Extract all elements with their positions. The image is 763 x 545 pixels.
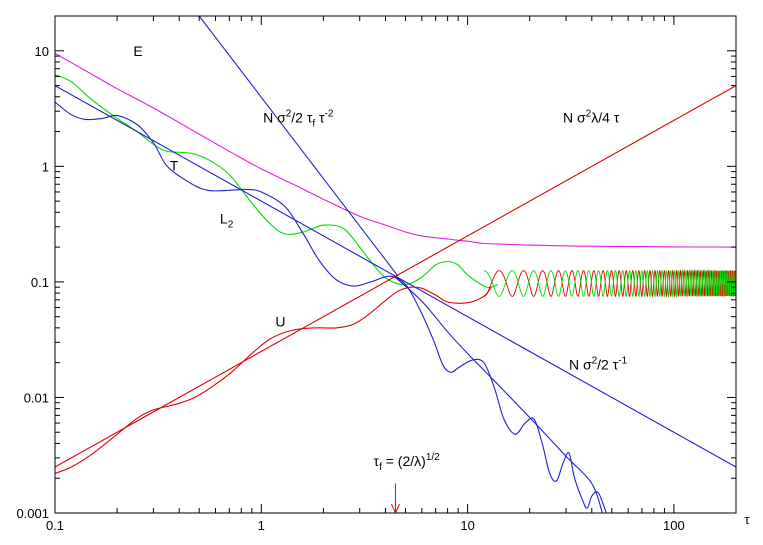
x-tick-label: 0.1 xyxy=(46,518,64,533)
labels-layer: E T L2 U N σ2/2 τf τ-2 N σ2λ/4 τ N σ2/2 τ-1 τf … xyxy=(133,43,628,515)
curves-layer xyxy=(55,16,736,513)
x-axis-label: τ xyxy=(744,512,750,527)
x-tick-label: 10 xyxy=(460,518,474,533)
tau-f-arrow-head xyxy=(391,503,400,515)
y-tick-label: 0.001 xyxy=(16,506,49,521)
series-asym-l2-tail-line xyxy=(393,275,603,513)
x-tick-label: 1 xyxy=(258,518,265,533)
label-tau-f: τf = (2/λ)1/2 xyxy=(374,452,441,473)
label-u: U xyxy=(275,314,285,330)
y-tick-label: 0.01 xyxy=(24,390,49,405)
oscillation-u-line xyxy=(483,268,736,299)
label-tau-inv: N σ2/2 τ-1 xyxy=(569,355,628,372)
label-tau-lin: N σ2λ/4 τ xyxy=(563,108,620,125)
y-tick-label: 10 xyxy=(35,44,49,59)
oscillation-t-line xyxy=(483,269,736,299)
y-tick-label: 0.1 xyxy=(31,275,49,290)
ticks-layer: 0.1 1 10 100 0.001 0.01 0.1 1 10 xyxy=(16,15,737,533)
series-l2-line xyxy=(55,101,607,513)
label-e: E xyxy=(133,43,142,59)
label-l2: L2 xyxy=(220,211,234,231)
label-tau-sq: N σ2/2 τf τ-2 xyxy=(263,108,334,129)
series-asym-tau-sq-line xyxy=(198,16,399,277)
series-asym-tau-lin-line xyxy=(55,85,736,468)
y-tick-label: 1 xyxy=(42,159,49,174)
plot-frame xyxy=(54,15,737,514)
series-t-line xyxy=(55,74,498,289)
series-e-line xyxy=(55,52,736,248)
x-tick-label: 100 xyxy=(663,518,685,533)
label-t: T xyxy=(170,158,179,174)
series-u-line xyxy=(55,286,492,474)
